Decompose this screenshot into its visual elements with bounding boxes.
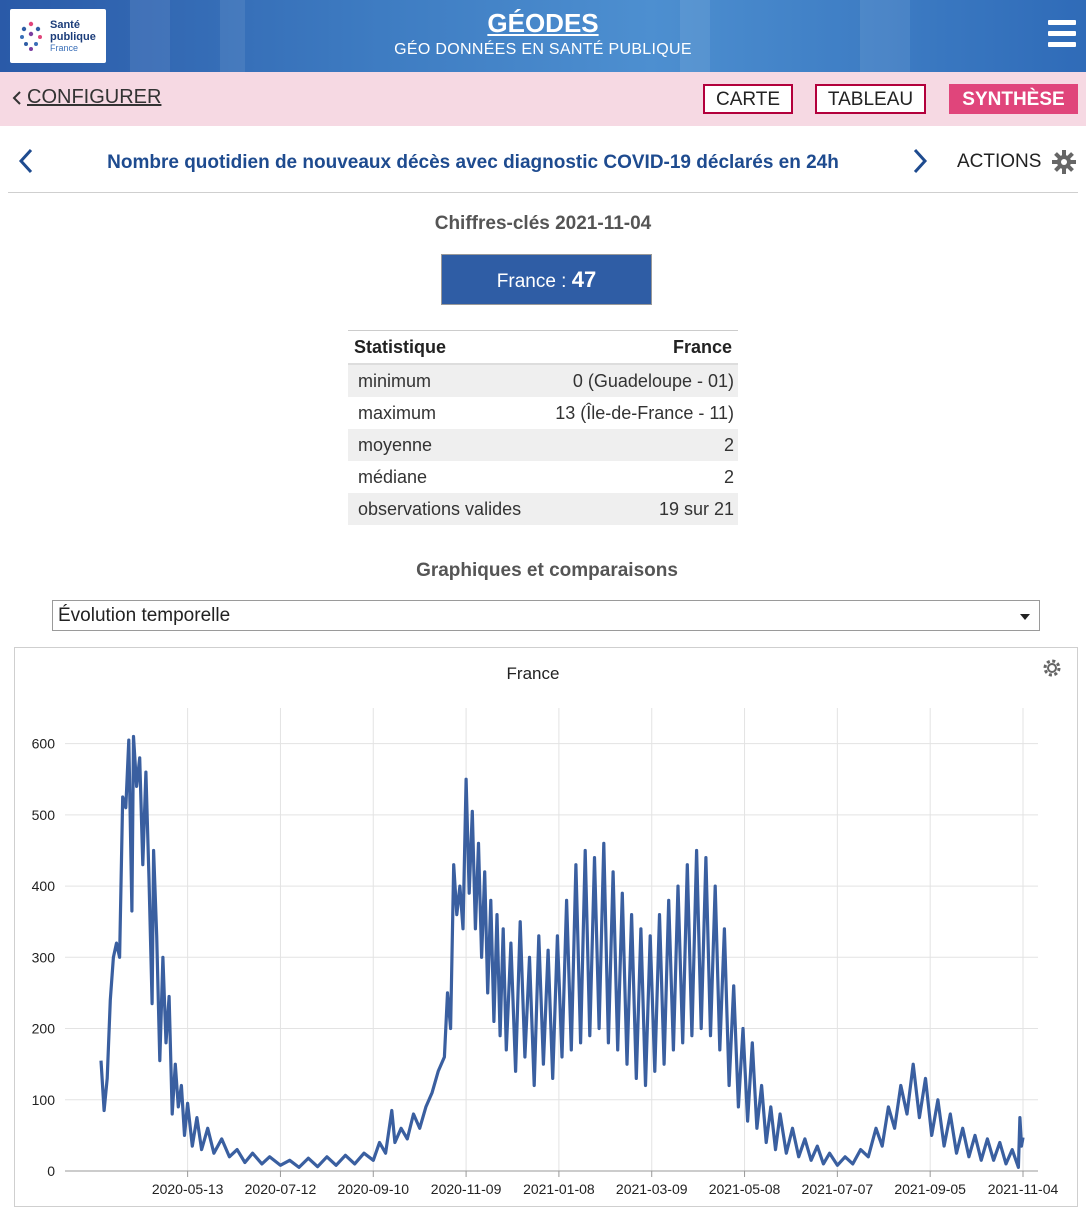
previous-indicator-icon[interactable] bbox=[18, 148, 34, 174]
table-row: maximum 13 (Île-de-France - 11) bbox=[348, 397, 738, 429]
chart-gear-icon[interactable] bbox=[1043, 659, 1061, 677]
app-title[interactable]: GÉODES bbox=[487, 8, 599, 38]
table-cell: maximum bbox=[358, 402, 437, 423]
configurer-link[interactable]: CONFIGURER bbox=[12, 86, 161, 109]
app-subtitle: GÉO DONNÉES EN SANTÉ PUBLIQUE bbox=[394, 41, 692, 58]
chart-title: France bbox=[507, 664, 560, 683]
banner-decoration bbox=[220, 0, 245, 72]
table-row: médiane 2 bbox=[348, 461, 738, 493]
logo-text-line2: publique bbox=[50, 31, 96, 43]
table-cell: observations valides bbox=[348, 493, 536, 525]
y-tick-label: 300 bbox=[32, 949, 56, 965]
x-tick-label: 2021-07-07 bbox=[802, 1181, 874, 1197]
charts-section-title: Graphiques et comparaisons bbox=[416, 560, 678, 581]
table-header: Statistique bbox=[348, 330, 536, 365]
actions-button[interactable]: ACTIONS bbox=[957, 151, 1042, 172]
tab-synthese[interactable]: SYNTHÈSE bbox=[949, 84, 1078, 114]
y-tick-label: 500 bbox=[32, 807, 56, 823]
x-tick-label: 2020-11-09 bbox=[431, 1181, 502, 1197]
x-tick-label: 2021-01-08 bbox=[523, 1181, 595, 1197]
indicator-title: Nombre quotidien de nouveaux décès avec … bbox=[107, 152, 839, 173]
series-line-france bbox=[99, 734, 1025, 1170]
x-tick-label: 2021-11-04 bbox=[988, 1181, 1059, 1197]
hamburger-icon[interactable] bbox=[1048, 20, 1076, 50]
table-cell: 19 sur 21 bbox=[535, 493, 738, 525]
table-row: observations valides 19 sur 21 bbox=[348, 493, 738, 525]
tab-tableau[interactable]: TABLEAU bbox=[815, 84, 926, 114]
y-tick-label: 400 bbox=[32, 878, 56, 894]
sante-publique-logo[interactable]: Santé publique France bbox=[10, 9, 106, 63]
table-cell: médiane bbox=[358, 466, 428, 487]
x-tick-label: 2021-09-05 bbox=[894, 1181, 966, 1197]
y-tick-label: 600 bbox=[32, 736, 56, 752]
france-value-label: France : bbox=[496, 271, 572, 292]
y-tick-label: 0 bbox=[47, 1163, 55, 1179]
next-indicator-icon[interactable] bbox=[912, 148, 928, 174]
table-header-row: Statistique France bbox=[348, 330, 738, 365]
x-tick-label: 2020-07-12 bbox=[245, 1181, 317, 1197]
y-tick-label: 100 bbox=[32, 1092, 56, 1108]
x-tick-label: 2021-05-08 bbox=[709, 1181, 781, 1197]
x-tick-label: 2020-09-10 bbox=[337, 1181, 409, 1197]
table-cell: minimum bbox=[348, 364, 536, 397]
table-cell: 0 (Guadeloupe - 01) bbox=[535, 364, 738, 397]
france-value: 47 bbox=[571, 267, 597, 292]
x-tick-label: 2021-03-09 bbox=[616, 1181, 688, 1197]
section-divider bbox=[8, 192, 1078, 193]
tab-carte[interactable]: CARTE bbox=[703, 84, 793, 114]
nav-bar: CONFIGURER CARTE TABLEAU SYNTHÈSE bbox=[0, 72, 1086, 126]
table-cell: 13 (Île-de-France - 11) bbox=[555, 402, 734, 423]
table-cell: 2 bbox=[535, 429, 738, 461]
caret-down-icon bbox=[1020, 614, 1030, 620]
logo-text-line3: France bbox=[50, 43, 79, 53]
table-row: minimum 0 (Guadeloupe - 01) bbox=[348, 364, 738, 397]
indicator-title-row: Nombre quotidien de nouveaux décès avec … bbox=[0, 126, 1086, 194]
banner-decoration bbox=[680, 0, 710, 72]
header-banner: Santé publique France GÉODES GÉO DONNÉES… bbox=[0, 0, 1086, 72]
key-figures-title: Chiffres-clés 2021-11-04 bbox=[434, 213, 652, 234]
banner-decoration bbox=[860, 0, 910, 72]
chart-svg: France 0 100 200 300 400 500 600 2020-05-13 2020-… bbox=[32, 659, 1061, 1197]
logo-text-line1: Santé bbox=[50, 19, 80, 31]
configurer-label: CONFIGURER bbox=[27, 86, 162, 108]
x-tick-label: 2020-05-13 bbox=[152, 1181, 224, 1197]
chart-type-select[interactable]: Évolution temporelle bbox=[52, 600, 1040, 631]
gear-icon[interactable] bbox=[1052, 150, 1076, 174]
chart-type-selected: Évolution temporelle bbox=[58, 605, 231, 626]
banner-decoration bbox=[130, 0, 170, 72]
logo-dots-icon bbox=[20, 21, 42, 51]
table-cell: 2 bbox=[723, 466, 734, 487]
table-cell: moyenne bbox=[348, 429, 536, 461]
statistics-table: Statistique France minimum 0 (Guadeloupe… bbox=[348, 330, 738, 525]
table-header: France bbox=[535, 330, 738, 365]
chart-container: France 0 100 200 300 400 500 600 2020-05-13 2020-… bbox=[14, 647, 1078, 1207]
chevron-left-icon bbox=[12, 90, 21, 105]
y-tick-label: 200 bbox=[32, 1021, 56, 1037]
france-value-box: France : 47 bbox=[441, 254, 652, 305]
table-row: moyenne 2 bbox=[348, 429, 738, 461]
